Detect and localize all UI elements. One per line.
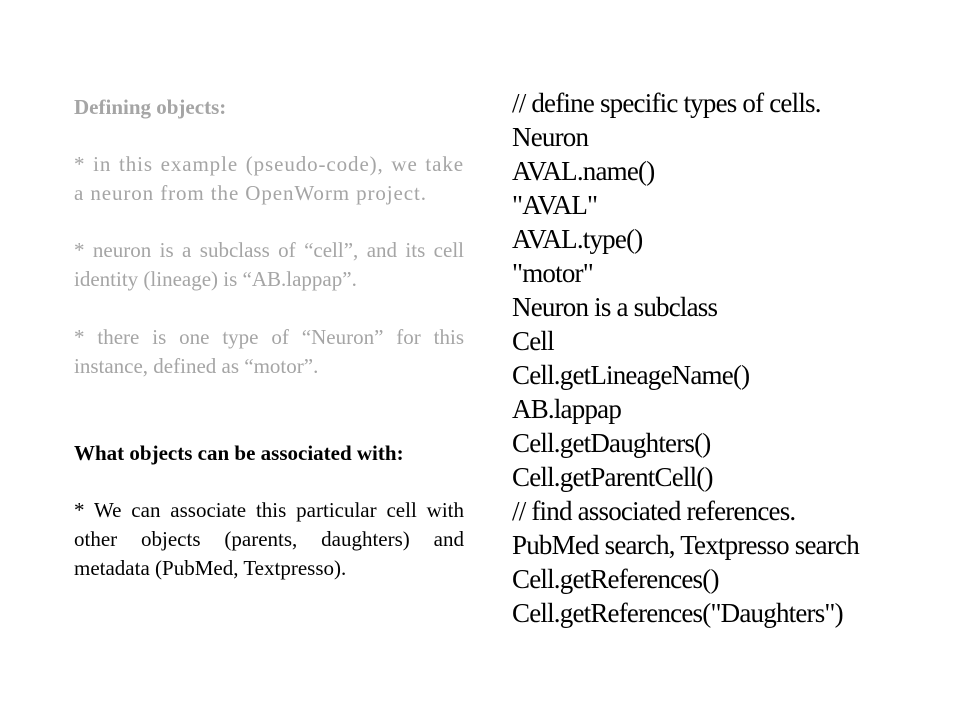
code-line: AB.lappap: [512, 394, 622, 424]
code-comment-find-references: // find associated references.: [512, 496, 796, 526]
code-comment-define-types: // define specific types of cells.: [512, 88, 821, 118]
spacer: [74, 381, 464, 439]
associations-bullet: * We can associate this particular cell …: [74, 498, 464, 580]
code-line: Cell.getReferences("Daughters"): [512, 598, 844, 628]
code-line: Cell: [512, 326, 555, 356]
code-line: Neuron is a subclass: [512, 292, 718, 322]
code-line: AVAL.type(): [512, 224, 643, 254]
spacer: [74, 122, 464, 150]
code-line: Neuron: [512, 122, 589, 152]
spacer: [74, 294, 464, 323]
code-line: Cell.getDaughters(): [512, 428, 711, 458]
code-line: "AVAL": [512, 190, 598, 220]
code-line: Cell.getParentCell(): [512, 462, 713, 492]
pseudo-code-column: // define specific types of cells. Neuro…: [512, 86, 932, 630]
code-line: AVAL.name(): [512, 156, 655, 186]
code-line: Cell.getLineageName(): [512, 360, 750, 390]
spacer: [74, 208, 464, 236]
explanation-column: Defining objects: * in this example (pse…: [74, 93, 464, 583]
openworm-example-bullet: * in this example (pseudo-code), we take…: [74, 152, 464, 205]
associations-heading: What objects can be associated with:: [74, 441, 404, 465]
code-line: Cell.getReferences(): [512, 564, 719, 594]
spacer: [74, 468, 464, 496]
defining-objects-heading: Defining objects:: [74, 95, 227, 119]
code-line: PubMed search, Textpresso search: [512, 530, 860, 560]
neuron-type-bullet: * there is one type of “Neuron” for this…: [74, 325, 464, 378]
code-line: "motor": [512, 258, 594, 288]
subclass-bullet: * neuron is a subclass of “cell”, and it…: [74, 238, 464, 291]
